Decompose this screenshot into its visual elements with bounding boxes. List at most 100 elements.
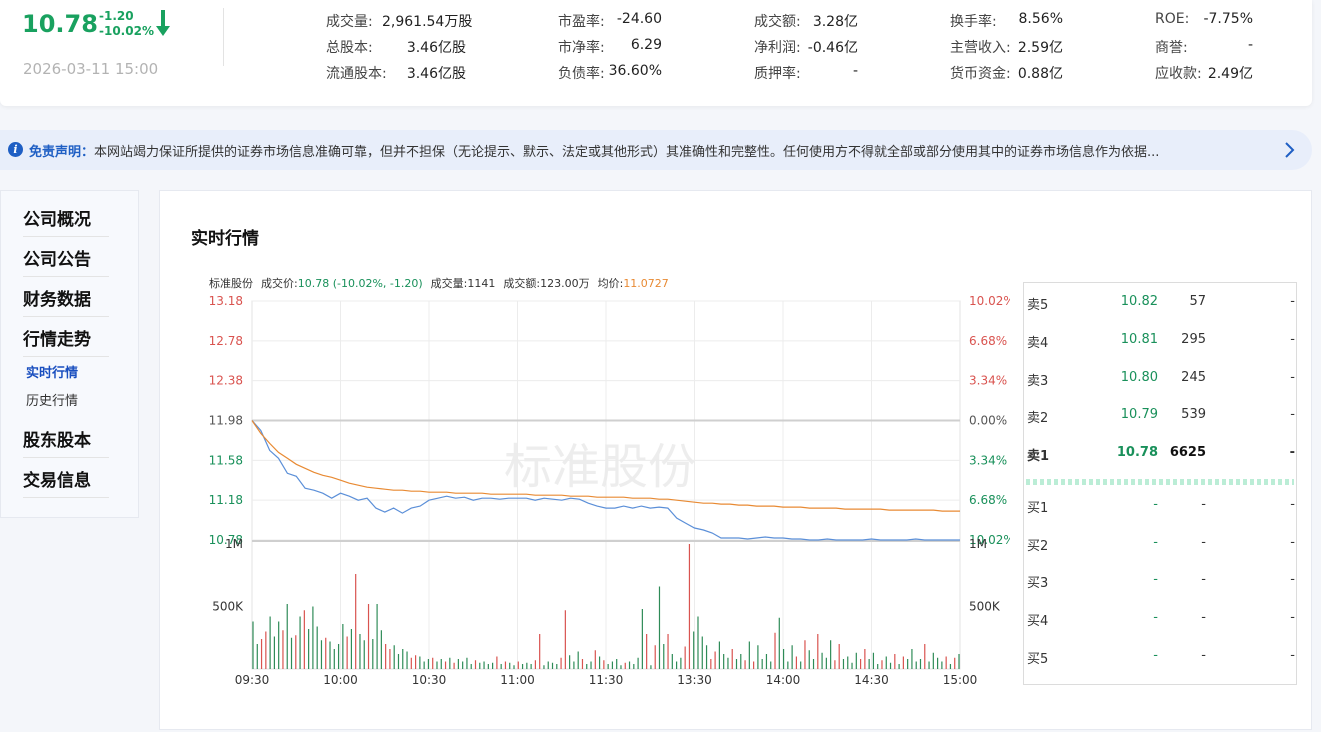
chart-price-label: 成交价:	[261, 276, 298, 290]
buy-label: 买5	[1027, 652, 1049, 667]
sell-vol: 245	[1181, 370, 1206, 385]
main-panel: 实时行情 标准股份 成交价:10.78 (-10.02%, -1.20) 成交量:1…	[159, 190, 1312, 730]
stat-value: -24.60	[616, 11, 662, 27]
buy-price: -	[1153, 497, 1158, 512]
stat-label: 成交额:	[754, 14, 801, 30]
stat-value: 0.88亿	[1017, 66, 1063, 82]
sell-extra: -	[1290, 332, 1295, 347]
price-lines	[251, 420, 960, 541]
stat-label: 净利润:	[754, 40, 801, 56]
stat-value: 3.46亿股	[406, 40, 466, 56]
y-tick-label: 11.98	[209, 414, 243, 428]
stat-value: 36.60%	[608, 63, 662, 79]
sidebar-item-financials[interactable]: 财务数据	[23, 285, 109, 317]
sell-label: 卖5	[1027, 298, 1049, 313]
stat-item: 应收款: 2.49亿	[1155, 63, 1253, 83]
stat-value: -0.46亿	[807, 40, 858, 56]
buy-vol: -	[1201, 572, 1206, 587]
last-price: 10.78	[22, 10, 98, 38]
price-change: -1.20 -10.02%	[99, 9, 154, 39]
stat-label: 总股本:	[326, 40, 373, 56]
sidebar-subitem-history[interactable]: 历史行情	[26, 394, 79, 409]
stat-label: 流通股本:	[326, 66, 387, 82]
x-tick-label: 14:00	[766, 673, 801, 687]
intraday-chart[interactable]: 标准股份 成交价:10.78 (-10.02%, -1.20) 成交量:1141 成交…	[160, 191, 1010, 701]
disclaimer-banner[interactable]: i 免责声明：本网站竭力保证所提供的证券市场信息准确可靠，但并不担保（无论提示、…	[0, 130, 1312, 170]
stat-label: 换手率:	[950, 14, 997, 30]
sell-extra: -	[1290, 407, 1295, 422]
buy-vol: -	[1201, 610, 1206, 625]
sidebar-item-market-trend[interactable]: 行情走势	[23, 325, 109, 357]
stat-label: 主营收入:	[950, 40, 1011, 56]
stat-value: 6.29	[630, 37, 662, 53]
stat-item: 成交额: 3.28亿	[754, 11, 858, 31]
change-percent: -10.02%	[99, 24, 154, 38]
stat-item: 质押率: -	[754, 63, 858, 83]
sell-vol: 295	[1181, 332, 1206, 347]
stat-value: 2.59亿	[1017, 40, 1063, 56]
volume-right-tick-label: 1M	[969, 537, 987, 551]
order-book-divider	[1026, 479, 1294, 485]
buy-row: 买5 - - -	[1024, 648, 1298, 668]
change-amount: -1.20	[99, 9, 134, 23]
stat-label: 应收款:	[1155, 66, 1202, 82]
y-tick-label: 12.78	[209, 334, 243, 348]
stat-item: 总股本: 3.46亿股	[326, 37, 466, 57]
chart-watermark: 标准股份	[504, 439, 696, 495]
sidebar: 公司概况 公司公告 财务数据 行情走势 实时行情 历史行情 股东股本 交易信息	[0, 190, 139, 518]
stat-label: ROE:	[1155, 11, 1190, 27]
average-line	[251, 420, 960, 512]
buy-price: -	[1153, 610, 1158, 625]
disclaimer-text: 免责声明：本网站竭力保证所提供的证券市场信息准确可靠，但并不担保（无论提示、默示…	[29, 141, 1159, 160]
buy-extra: -	[1290, 648, 1295, 663]
y-tick-label: 11.58	[209, 453, 243, 467]
stat-value: 2.49亿	[1207, 66, 1253, 82]
y-right-tick-label: 6.68%	[969, 334, 1007, 348]
chart-avg-label: 均价:	[598, 277, 624, 290]
x-tick-label: 11:30	[589, 673, 624, 687]
stat-item: 市净率: 6.29	[558, 37, 662, 57]
y-right-tick-label: 10.02%	[969, 294, 1010, 308]
volume-bars	[252, 544, 960, 669]
chart-amount-value: 123.00万	[540, 277, 590, 290]
chevron-right-icon[interactable]	[1282, 141, 1296, 159]
quote-time: 2026-03-11 15:00	[23, 60, 159, 78]
y-right-tick-label: 3.34%	[969, 453, 1007, 467]
chart-volume-value: 1141	[467, 277, 495, 290]
sell-row: 卖4 10.81 295 -	[1024, 332, 1298, 352]
chart-volume-label: 成交量:	[431, 276, 468, 290]
buy-extra: -	[1290, 572, 1295, 587]
volume-tick-label: 1M	[225, 537, 243, 551]
x-tick-label: 11:00	[500, 673, 535, 687]
stat-label: 市净率:	[558, 40, 605, 56]
sidebar-item-company-overview[interactable]: 公司概况	[23, 205, 109, 237]
order-book: 卖5 10.82 57 - 卖4 10.81 295 - 卖3 10.80 245 - 卖2 10.79 5…	[1023, 282, 1297, 685]
buy-extra: -	[1290, 610, 1295, 625]
buy-price: -	[1153, 572, 1158, 587]
x-tick-label: 14:30	[854, 673, 889, 687]
stat-value: -	[1247, 37, 1253, 53]
arrow-down-icon	[156, 10, 170, 36]
stat-item: 流通股本: 3.46亿股	[326, 63, 466, 83]
sell-row: 卖1 10.78 6625 -	[1024, 445, 1298, 465]
sell-price: 10.80	[1120, 370, 1158, 385]
stat-item: 净利润: -0.46亿	[754, 37, 858, 57]
buy-extra: -	[1290, 497, 1295, 512]
y-right-tick-label: 3.34%	[969, 374, 1007, 388]
stat-label: 负债率:	[558, 66, 605, 82]
sell-extra: -	[1290, 370, 1295, 385]
sell-label: 卖3	[1027, 374, 1049, 389]
stat-item: 市盈率: -24.60	[558, 11, 662, 31]
sidebar-item-shareholders[interactable]: 股东股本	[23, 426, 109, 458]
y-right-tick-label: 10.02%	[969, 533, 1010, 547]
sidebar-item-trading-info[interactable]: 交易信息	[23, 466, 109, 498]
chart-price-value: 10.78 (-10.02%, -1.20)	[298, 277, 423, 290]
sidebar-item-announcements[interactable]: 公司公告	[23, 245, 109, 277]
sell-vol: 57	[1189, 294, 1206, 309]
chart-x-axis: 09:30 10:00 10:30 11:00 11:30 13:30 14:00 14:30…	[235, 673, 978, 687]
stat-label: 质押率:	[754, 66, 801, 82]
sell-row: 卖3 10.80 245 -	[1024, 370, 1298, 390]
sidebar-subitem-realtime[interactable]: 实时行情	[26, 366, 79, 381]
buy-price: -	[1153, 535, 1158, 550]
